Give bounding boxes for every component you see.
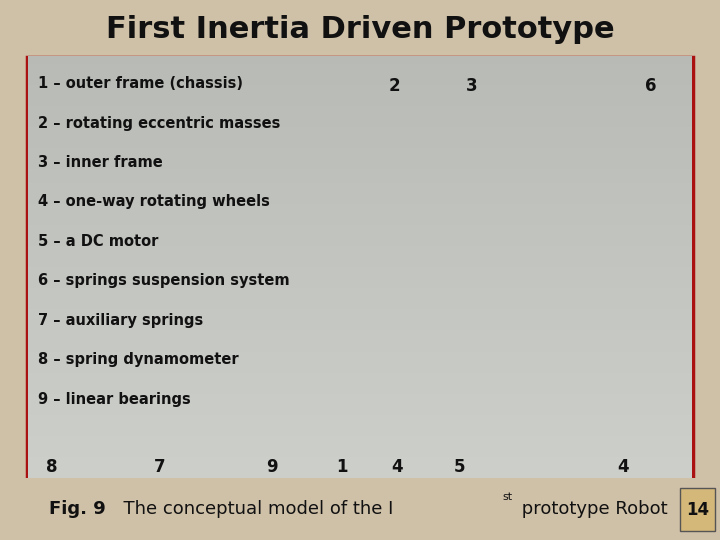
FancyBboxPatch shape: [28, 463, 692, 471]
FancyBboxPatch shape: [28, 246, 692, 253]
FancyBboxPatch shape: [28, 379, 692, 387]
FancyBboxPatch shape: [28, 386, 692, 394]
FancyBboxPatch shape: [28, 435, 692, 443]
Text: 5: 5: [454, 458, 465, 476]
FancyBboxPatch shape: [28, 197, 692, 204]
Text: 2 – rotating eccentric masses: 2 – rotating eccentric masses: [38, 116, 281, 131]
FancyBboxPatch shape: [28, 91, 692, 99]
Text: 5 – a DC motor: 5 – a DC motor: [38, 234, 158, 249]
FancyBboxPatch shape: [28, 358, 692, 366]
Text: The conceptual model of the I: The conceptual model of the I: [112, 500, 393, 518]
FancyBboxPatch shape: [28, 470, 692, 478]
Text: 9 – linear bearings: 9 – linear bearings: [38, 392, 191, 407]
Text: 8: 8: [46, 458, 58, 476]
FancyBboxPatch shape: [28, 147, 692, 155]
FancyBboxPatch shape: [28, 190, 692, 197]
FancyBboxPatch shape: [28, 239, 692, 246]
Text: 4: 4: [392, 458, 403, 476]
FancyBboxPatch shape: [28, 211, 692, 218]
FancyBboxPatch shape: [28, 365, 692, 373]
Text: First Inertia Driven Prototype: First Inertia Driven Prototype: [106, 15, 614, 44]
FancyBboxPatch shape: [680, 488, 715, 531]
FancyBboxPatch shape: [28, 260, 692, 267]
FancyBboxPatch shape: [27, 57, 693, 478]
FancyBboxPatch shape: [28, 105, 692, 113]
FancyBboxPatch shape: [28, 288, 692, 295]
FancyBboxPatch shape: [28, 218, 692, 225]
Text: prototype Robot: prototype Robot: [516, 500, 667, 518]
FancyBboxPatch shape: [28, 161, 692, 169]
FancyBboxPatch shape: [28, 344, 692, 352]
FancyBboxPatch shape: [28, 225, 692, 232]
FancyBboxPatch shape: [28, 309, 692, 316]
FancyBboxPatch shape: [28, 70, 692, 78]
FancyBboxPatch shape: [28, 77, 692, 85]
FancyBboxPatch shape: [28, 98, 692, 106]
Text: st: st: [503, 492, 513, 502]
FancyBboxPatch shape: [28, 119, 692, 127]
FancyBboxPatch shape: [28, 456, 692, 464]
Text: 9: 9: [266, 458, 278, 476]
FancyBboxPatch shape: [28, 176, 692, 183]
FancyBboxPatch shape: [28, 56, 692, 64]
Text: 3 – inner frame: 3 – inner frame: [38, 155, 163, 170]
FancyBboxPatch shape: [28, 330, 692, 338]
FancyBboxPatch shape: [28, 253, 692, 260]
Text: 8 – spring dynamometer: 8 – spring dynamometer: [38, 352, 239, 367]
FancyBboxPatch shape: [28, 204, 692, 211]
Text: 6: 6: [645, 77, 657, 96]
FancyBboxPatch shape: [28, 449, 692, 457]
FancyBboxPatch shape: [28, 372, 692, 380]
Text: 2: 2: [389, 77, 400, 96]
FancyBboxPatch shape: [28, 112, 692, 120]
FancyBboxPatch shape: [28, 232, 692, 239]
FancyBboxPatch shape: [28, 428, 692, 436]
FancyBboxPatch shape: [28, 281, 692, 288]
FancyBboxPatch shape: [28, 442, 692, 450]
FancyBboxPatch shape: [28, 407, 692, 415]
FancyBboxPatch shape: [28, 154, 692, 162]
Text: 1 – outer frame (chassis): 1 – outer frame (chassis): [38, 76, 243, 91]
FancyBboxPatch shape: [28, 133, 692, 141]
Text: 7: 7: [154, 458, 166, 476]
FancyBboxPatch shape: [28, 126, 692, 134]
FancyBboxPatch shape: [28, 168, 692, 176]
FancyBboxPatch shape: [28, 316, 692, 323]
Text: 14: 14: [686, 501, 709, 519]
FancyBboxPatch shape: [28, 63, 692, 71]
FancyBboxPatch shape: [28, 140, 692, 148]
FancyBboxPatch shape: [28, 295, 692, 302]
FancyBboxPatch shape: [28, 302, 692, 309]
FancyBboxPatch shape: [28, 183, 692, 190]
FancyBboxPatch shape: [28, 274, 692, 281]
Text: 1: 1: [336, 458, 348, 476]
FancyBboxPatch shape: [28, 400, 692, 408]
Text: 7 – auxiliary springs: 7 – auxiliary springs: [38, 313, 204, 328]
FancyBboxPatch shape: [0, 478, 720, 540]
Text: 6 – springs suspension system: 6 – springs suspension system: [38, 273, 289, 288]
FancyBboxPatch shape: [28, 393, 692, 401]
Text: 4: 4: [617, 458, 629, 476]
Text: Fig. 9: Fig. 9: [49, 500, 106, 518]
FancyBboxPatch shape: [28, 337, 692, 345]
FancyBboxPatch shape: [28, 414, 692, 422]
Text: 3: 3: [466, 77, 477, 96]
FancyBboxPatch shape: [28, 84, 692, 92]
Text: 4 – one-way rotating wheels: 4 – one-way rotating wheels: [38, 194, 270, 210]
FancyBboxPatch shape: [28, 323, 692, 330]
FancyBboxPatch shape: [28, 267, 692, 274]
FancyBboxPatch shape: [28, 421, 692, 429]
FancyBboxPatch shape: [28, 351, 692, 359]
